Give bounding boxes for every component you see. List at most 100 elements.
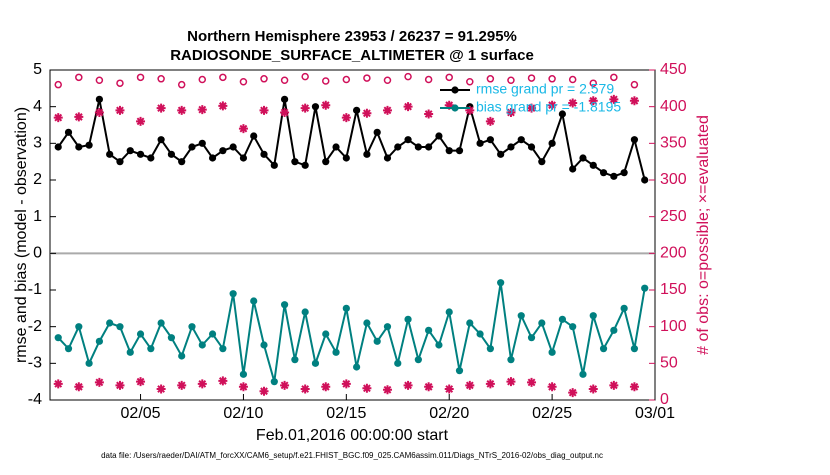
legend-marker xyxy=(451,86,459,94)
count-point xyxy=(507,76,515,85)
point xyxy=(95,95,103,103)
count-point xyxy=(219,73,227,82)
count-point xyxy=(466,77,474,86)
point xyxy=(219,345,227,353)
count-point xyxy=(424,382,434,392)
point xyxy=(136,150,145,158)
count-point xyxy=(588,384,598,394)
series-line xyxy=(57,99,646,181)
point xyxy=(425,143,433,151)
series-line xyxy=(57,282,646,382)
point xyxy=(332,348,340,356)
count-point xyxy=(280,76,289,85)
point xyxy=(548,348,556,356)
point xyxy=(538,158,546,166)
point xyxy=(64,128,73,136)
point xyxy=(342,304,350,312)
point xyxy=(414,356,422,364)
count-point xyxy=(629,96,639,106)
count-point xyxy=(527,74,536,82)
legend-marker xyxy=(451,104,459,112)
count-point xyxy=(527,103,537,113)
count-point xyxy=(485,116,495,126)
point xyxy=(250,297,258,305)
point xyxy=(54,334,62,342)
count-point xyxy=(74,112,84,122)
point xyxy=(383,154,392,162)
count-point xyxy=(609,380,619,390)
chart-subtitle: RADIOSONDE_SURFACE_ALTIMETER @ 1 surface xyxy=(170,47,534,64)
point xyxy=(116,323,124,331)
count-point xyxy=(74,382,84,392)
count-point xyxy=(342,75,351,84)
count-point xyxy=(53,379,63,389)
count-point xyxy=(444,384,454,394)
point xyxy=(353,363,361,371)
count-point xyxy=(506,377,516,387)
point xyxy=(589,312,597,320)
y2-tick-label: 100 xyxy=(660,318,687,335)
point xyxy=(630,345,639,353)
point xyxy=(569,323,577,331)
y-tick-label: 2 xyxy=(33,171,42,188)
point xyxy=(599,345,608,353)
point xyxy=(188,323,196,331)
point xyxy=(136,330,145,338)
point xyxy=(569,165,577,173)
point xyxy=(311,103,320,111)
count-point xyxy=(156,384,166,394)
count-point xyxy=(486,75,495,83)
point xyxy=(311,359,320,367)
point xyxy=(270,378,278,386)
count-point xyxy=(444,100,454,110)
point xyxy=(322,330,330,338)
y-tick-label: -2 xyxy=(28,318,42,335)
x-tick-label: 02/10 xyxy=(223,405,263,422)
count-point xyxy=(445,73,453,82)
count-point xyxy=(95,76,104,85)
count-point xyxy=(610,73,618,82)
point xyxy=(64,345,73,353)
count-point xyxy=(136,116,146,126)
point xyxy=(414,143,422,151)
point xyxy=(147,345,155,353)
count-point xyxy=(238,124,248,134)
y-tick-label: -1 xyxy=(28,281,42,298)
y-axis-label: rmse and bias (model - observation) xyxy=(13,107,30,363)
point xyxy=(538,319,546,327)
count-point xyxy=(300,103,310,113)
y2-tick-label: 50 xyxy=(660,355,678,372)
footnote: data file: /Users/raeder/DAI/ATM_forcXX/… xyxy=(101,451,603,460)
point xyxy=(630,136,639,144)
point xyxy=(599,169,608,177)
point xyxy=(579,154,587,162)
point xyxy=(106,319,114,327)
count-point xyxy=(177,80,186,89)
y2-axis-label: # of obs: o=possible; ×=evaluated xyxy=(695,115,712,355)
point xyxy=(332,143,340,151)
point xyxy=(435,132,443,140)
count-point xyxy=(321,100,331,110)
count-point xyxy=(115,380,125,390)
point xyxy=(229,290,237,298)
y-tick-label: 0 xyxy=(33,245,42,262)
count-point xyxy=(465,380,475,390)
point xyxy=(291,356,299,364)
point xyxy=(106,150,114,158)
count-point xyxy=(239,77,248,86)
point xyxy=(95,337,103,345)
count-point xyxy=(424,109,434,119)
legend-label: bias grand pr = -1.8195 xyxy=(476,99,621,115)
count-point xyxy=(259,105,269,115)
point xyxy=(54,143,62,151)
count-point xyxy=(321,77,330,85)
point xyxy=(620,304,628,312)
point xyxy=(507,143,515,151)
count-point xyxy=(609,94,619,104)
point xyxy=(517,312,525,320)
point xyxy=(147,154,155,162)
point xyxy=(548,139,556,147)
count-point xyxy=(568,75,577,84)
y2-tick-label: 450 xyxy=(660,61,687,78)
count-point xyxy=(94,377,104,387)
